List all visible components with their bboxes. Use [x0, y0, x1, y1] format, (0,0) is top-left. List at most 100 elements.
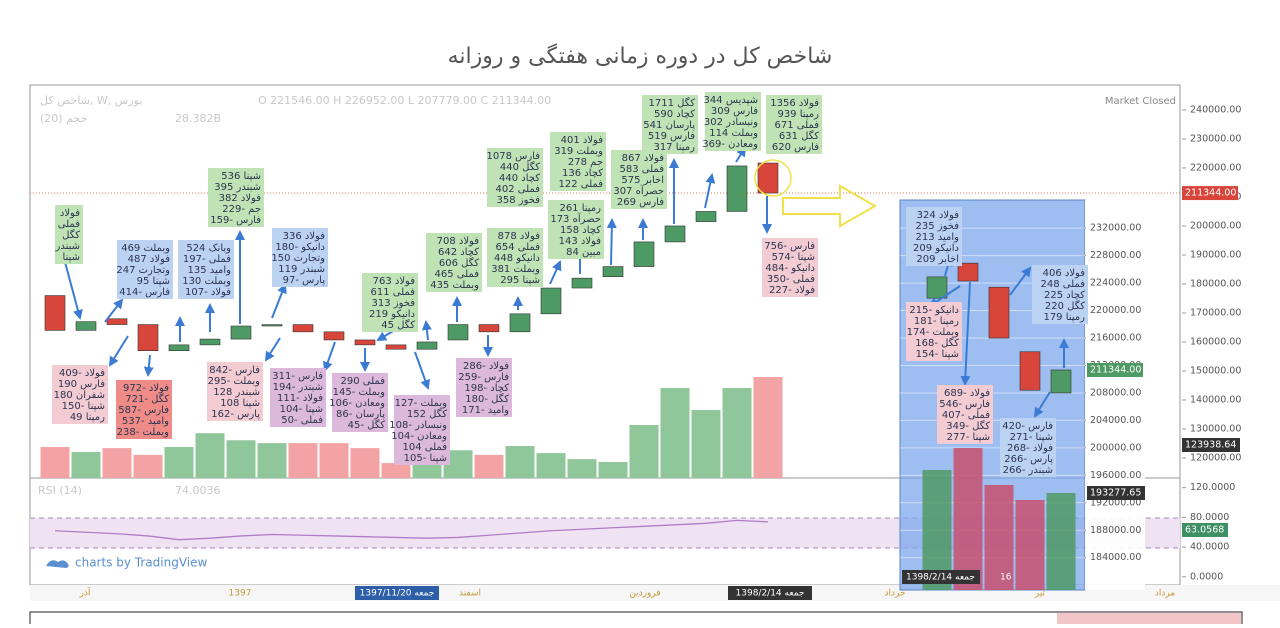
annotation-box — [208, 168, 264, 227]
volume-bar — [195, 433, 225, 478]
candle-body — [354, 339, 376, 346]
annotation-box — [906, 302, 962, 361]
annotation-line: فخوز 358 — [496, 195, 540, 206]
y-tick-label: 208000.00 — [1090, 387, 1141, 398]
annotation-line: ونبسادر 302 — [704, 117, 758, 128]
annotation-line: ومعادن -106 — [329, 398, 385, 409]
annotation-line: پارس -162 — [211, 409, 260, 420]
branding: charts by TradingView — [75, 556, 207, 570]
volume-bar — [722, 387, 752, 478]
time-label: آذر — [79, 587, 91, 599]
annotation-box — [705, 92, 761, 151]
candle-body — [168, 344, 190, 351]
candle-body — [75, 321, 97, 331]
annotation-line: کچاد 158 — [560, 225, 601, 236]
annotation-line: شپنا 536 — [221, 171, 261, 182]
annotation-line: فخوز 313 — [371, 298, 415, 309]
annotation-line: پارسان 541 — [643, 120, 695, 131]
annotation-line: فارس -420 — [1002, 421, 1053, 432]
y-tick-label: 220000.00 — [1090, 305, 1141, 316]
candle-body — [571, 277, 593, 289]
annotation-line: وامید -537 — [122, 416, 169, 427]
annotation-line: کگل 220 — [1045, 300, 1085, 312]
time-label: اسفند — [459, 589, 481, 599]
annotation-line: وامید 135 — [187, 265, 231, 276]
annotation-line: فارس -587 — [118, 405, 169, 416]
volume-bar — [984, 484, 1014, 590]
annotation-box — [937, 385, 993, 444]
time-label: تیر — [1034, 589, 1046, 599]
annotation-line: فولاد 406 — [1043, 268, 1086, 279]
price-tag — [1182, 186, 1238, 201]
annotation-box — [52, 365, 108, 424]
annotation-line: رمپنا 179 — [1043, 312, 1085, 323]
volume-bar — [319, 443, 349, 478]
annotation-line: دانیکو -215 — [909, 305, 959, 316]
annotation-line: شپنا — [63, 252, 80, 263]
annotation-line: ومعادن -104 — [391, 431, 447, 442]
annotation-line: شپنا -574 — [772, 252, 815, 263]
annotation-line: کگل -168 — [915, 337, 959, 349]
y-tick-label: 80.0000 — [1190, 512, 1229, 523]
header: شاخص کل, W, بورس O 221546.00 H 226952.00… — [38, 94, 1176, 570]
info-tag — [1182, 438, 1240, 452]
annotation-line: کچاد 136 — [562, 168, 603, 179]
annotation-line: رمپنا -181 — [914, 316, 959, 327]
candle-body — [385, 344, 407, 350]
volume-bar — [381, 463, 411, 478]
annotation-line: فارس 190 — [58, 379, 105, 390]
candle-body — [695, 211, 717, 222]
annotation-line: فارس -259 — [458, 372, 509, 383]
annotation-line: فخوز 235 — [915, 221, 959, 232]
annotation-line: کچاد 440 — [499, 173, 540, 184]
candle-body — [988, 286, 1010, 339]
annotation-line: مبین 84 — [566, 247, 601, 258]
volume-bar — [133, 454, 163, 478]
rsi-tag — [1182, 522, 1228, 537]
volume-bar — [350, 448, 380, 478]
volume-bar — [629, 424, 659, 478]
annotation-line: فارس 1078 — [487, 151, 541, 162]
annotation-line: فولاد -268 — [1007, 443, 1053, 454]
y-tick-label: 188000.00 — [1090, 525, 1141, 536]
page-title: شاخص کل در دوره زمانی هفتگی و روزانه — [448, 43, 833, 69]
volume-bar — [753, 377, 783, 478]
annotation-line: رمپنا 261 — [559, 203, 601, 214]
annotation-line: دانیکو -484 — [765, 263, 815, 274]
annotation-line: فارس -546 — [939, 399, 990, 410]
annotation-line: فولاد 143 — [559, 236, 602, 247]
annotation-line: وبملت -145 — [333, 387, 386, 398]
y-tick-label: 192000.00 — [1090, 497, 1141, 508]
volume-bar — [164, 447, 194, 478]
annotation-line: کگل — [62, 229, 80, 241]
annotation-line: وبملت -238 — [117, 427, 170, 438]
time-label: 1397/11/20 جمعه — [360, 589, 435, 599]
candle-body — [416, 341, 438, 350]
annotation-line: رمپنا 49 — [70, 412, 105, 423]
annotation-line: فارس -842 — [209, 365, 260, 376]
symbol: شاخص کل, W, بورس — [40, 94, 142, 107]
volume-bar — [257, 443, 287, 478]
annotation-line: شبندر 119 — [278, 264, 325, 275]
annotation-line: کگل -349 — [946, 420, 990, 432]
annotation-line: کگل 1711 — [649, 97, 696, 109]
annotation-line: کگل 440 — [500, 161, 540, 173]
annotation-line: شبندر 395 — [214, 182, 261, 193]
candle-body — [926, 276, 948, 299]
candle-body — [757, 162, 779, 194]
annotation-line: فملی 402 — [496, 184, 541, 195]
annotation-line: فملی -350 — [767, 274, 815, 285]
y-tick-label: 240000.00 — [1190, 104, 1241, 115]
annotation-line: فارس -756 — [764, 241, 815, 252]
annotation-line: ونبسادر -108 — [389, 420, 447, 431]
annotation-line: شبندر — [55, 241, 81, 252]
